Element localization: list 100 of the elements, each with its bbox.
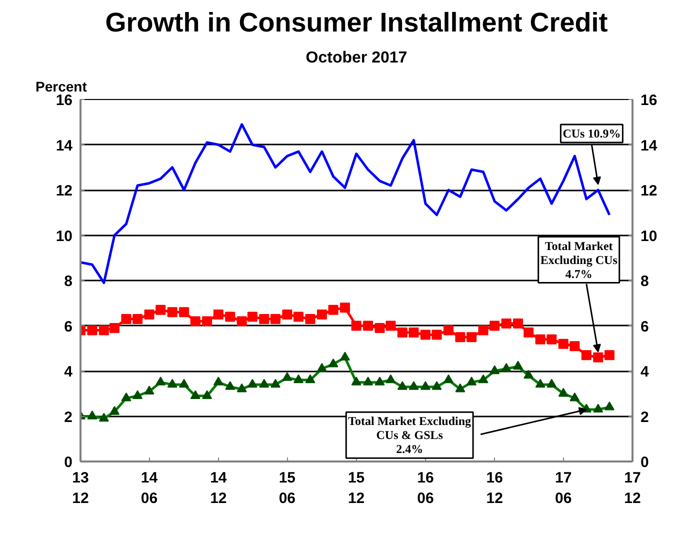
- point: [225, 312, 236, 322]
- point: [455, 332, 466, 342]
- y2-tick-label: 4: [640, 364, 650, 380]
- x-tick-label: 17 12: [624, 470, 641, 507]
- point: [420, 330, 430, 340]
- point: [535, 334, 546, 344]
- point: [397, 328, 408, 338]
- point: [501, 363, 512, 372]
- point: [432, 381, 442, 390]
- y2-tick-label: 12: [640, 182, 658, 200]
- point: [236, 383, 247, 392]
- point: [397, 381, 408, 390]
- y-axis-title: Percent: [36, 78, 88, 94]
- point: [202, 390, 212, 399]
- point: [444, 374, 454, 384]
- point: [259, 314, 270, 324]
- point: [604, 402, 614, 410]
- point: [144, 386, 154, 394]
- point: [156, 376, 166, 386]
- y2-tick-label: 8: [640, 273, 649, 290]
- point: [340, 302, 350, 313]
- point: [570, 341, 580, 352]
- y2-tick-label: 6: [640, 318, 649, 336]
- x-tick-label: 14 12: [210, 470, 228, 507]
- point: [363, 376, 374, 386]
- x-tick-label: 13 12: [72, 470, 89, 507]
- point: [121, 392, 132, 402]
- y-tick-label: 12: [56, 182, 73, 200]
- point: [294, 374, 304, 384]
- point: [270, 314, 280, 324]
- point: [167, 378, 178, 388]
- y2-tick-label: 16: [640, 92, 658, 109]
- y-tick-label: 14: [56, 137, 74, 154]
- x-tick-label: 15 12: [348, 470, 365, 507]
- point: [386, 320, 396, 331]
- point: [593, 404, 604, 413]
- point: [444, 325, 454, 336]
- point: [478, 374, 488, 384]
- x-tick-label: 17 06: [555, 470, 572, 507]
- annotation: Total Market Excluding CUs 4.7%: [540, 238, 618, 281]
- point: [351, 320, 362, 331]
- y-tick-label: 6: [64, 318, 72, 336]
- point: [110, 323, 120, 334]
- point: [213, 376, 224, 386]
- point: [190, 390, 200, 399]
- y-tick-label: 0: [64, 454, 72, 471]
- point: [316, 363, 327, 372]
- point: [408, 328, 419, 338]
- point: [570, 392, 580, 402]
- point: [363, 320, 374, 331]
- point: [420, 381, 430, 390]
- point: [225, 381, 236, 390]
- point: [328, 358, 338, 368]
- x-tick-label: 16 12: [486, 470, 503, 507]
- point: [156, 304, 166, 315]
- y-tick-label: 16: [56, 92, 73, 109]
- point: [466, 376, 477, 386]
- point: [374, 376, 385, 386]
- point: [179, 378, 190, 388]
- y2-tick-label: 10: [640, 228, 658, 245]
- point: [558, 388, 568, 397]
- point: [501, 318, 512, 328]
- chart-title: Growth in Consumer Installment Credit: [105, 8, 608, 38]
- x-tick-label: 16 06: [417, 470, 434, 507]
- y2-tick-label: 14: [640, 137, 658, 154]
- point: [259, 378, 270, 388]
- y-tick-label: 4: [64, 364, 74, 380]
- point: [478, 325, 488, 336]
- point: [270, 378, 280, 388]
- point: [490, 320, 500, 331]
- point: [604, 350, 614, 360]
- point: [247, 312, 258, 322]
- annotation: Total Market Excluding CUs & GSLs 2.4%: [348, 414, 472, 456]
- x-tick-label: 15 06: [278, 470, 296, 507]
- point: [305, 374, 316, 384]
- point: [294, 312, 304, 322]
- point: [167, 307, 178, 318]
- point: [524, 370, 534, 379]
- point: [513, 318, 524, 328]
- x-tick-label: 14 06: [140, 470, 158, 507]
- point: [455, 383, 466, 392]
- point: [110, 406, 120, 415]
- point: [144, 309, 154, 320]
- point: [408, 381, 419, 390]
- point: [535, 378, 546, 388]
- point: [305, 314, 316, 324]
- point: [316, 309, 327, 320]
- chart-subtitle: October 2017: [306, 50, 408, 66]
- point: [213, 309, 224, 320]
- point: [121, 314, 132, 324]
- point: [374, 323, 385, 334]
- y-tick-label: 2: [64, 408, 72, 426]
- point: [546, 378, 557, 388]
- point: [87, 325, 98, 336]
- point: [132, 314, 143, 324]
- point: [581, 350, 592, 360]
- y-tick-label: 10: [56, 228, 73, 245]
- point: [466, 332, 477, 342]
- point: [98, 325, 109, 336]
- point: [132, 390, 143, 399]
